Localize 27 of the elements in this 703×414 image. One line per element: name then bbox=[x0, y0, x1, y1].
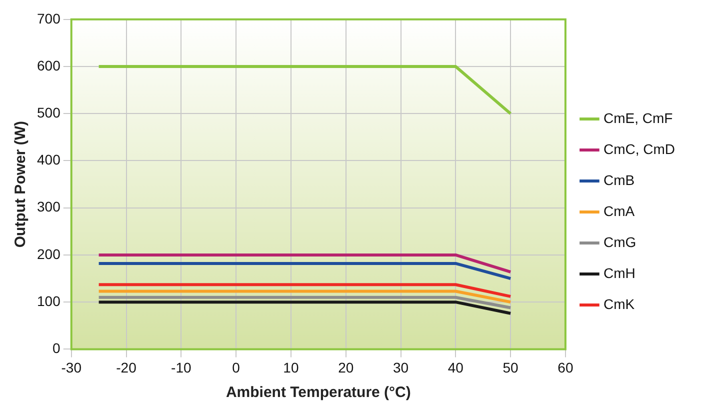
legend-label: CmC, CmD bbox=[603, 140, 675, 157]
y-tick-label: 400 bbox=[37, 152, 61, 168]
x-tick-label: 0 bbox=[232, 359, 240, 376]
legend-label: CmE, CmF bbox=[603, 110, 673, 126]
x-tick-label: 30 bbox=[392, 359, 409, 376]
legend-label: CmG bbox=[603, 234, 636, 250]
y-tick-label: 700 bbox=[37, 10, 61, 26]
x-tick-label: -20 bbox=[116, 359, 137, 376]
y-tick-label: 300 bbox=[37, 198, 61, 215]
x-tick-label: 50 bbox=[502, 359, 519, 376]
x-tick-label: 20 bbox=[338, 359, 354, 376]
legend-label: CmH bbox=[603, 264, 636, 281]
x-tick-label: -10 bbox=[171, 359, 192, 376]
x-tick-label: 40 bbox=[448, 359, 464, 376]
x-tick-label: -30 bbox=[61, 359, 82, 376]
x-axis-title: Ambient Temperature (°C) bbox=[226, 384, 411, 402]
legend-label: CmB bbox=[603, 172, 635, 188]
legend-label: CmK bbox=[603, 296, 636, 312]
y-tick-label: 600 bbox=[37, 57, 61, 74]
x-tick-label: 60 bbox=[558, 359, 574, 376]
legend-label: CmA bbox=[603, 202, 636, 219]
y-tick-label: 200 bbox=[37, 246, 61, 262]
y-tick-label: 500 bbox=[37, 104, 61, 120]
y-tick-label: 100 bbox=[37, 292, 61, 309]
y-axis-title: Output Power (W) bbox=[12, 120, 30, 248]
y-tick-label: 0 bbox=[52, 340, 61, 356]
x-tick-label: 10 bbox=[283, 359, 299, 376]
